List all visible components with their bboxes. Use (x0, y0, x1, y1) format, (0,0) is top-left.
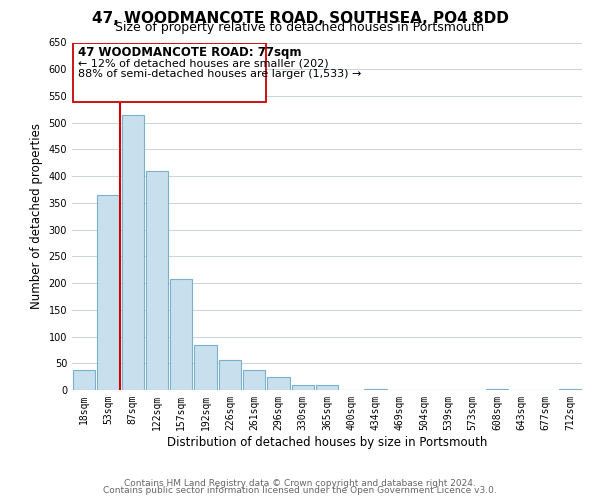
Bar (194, 345, 217, 390)
Bar (170, 280, 193, 390)
Text: 47 WOODMANCOTE ROAD: 77sqm: 47 WOODMANCOTE ROAD: 77sqm (78, 46, 302, 59)
Y-axis label: Number of detached properties: Number of detached properties (30, 123, 43, 309)
Bar (122, 114, 144, 390)
Bar (73, 370, 95, 390)
Bar (316, 384, 338, 390)
Bar (146, 171, 168, 390)
Bar (97, 195, 119, 390)
Text: Contains public sector information licensed under the Open Government Licence v3: Contains public sector information licen… (103, 486, 497, 495)
Bar (218, 360, 241, 390)
Bar (243, 370, 265, 390)
Text: 88% of semi-detached houses are larger (1,533) →: 88% of semi-detached houses are larger (… (78, 69, 361, 79)
Bar (267, 377, 290, 390)
FancyBboxPatch shape (73, 42, 266, 102)
Text: ← 12% of detached houses are smaller (202): ← 12% of detached houses are smaller (20… (78, 58, 329, 68)
Bar (292, 384, 314, 390)
Text: 47, WOODMANCOTE ROAD, SOUTHSEA, PO4 8DD: 47, WOODMANCOTE ROAD, SOUTHSEA, PO4 8DD (92, 11, 508, 26)
X-axis label: Distribution of detached houses by size in Portsmouth: Distribution of detached houses by size … (167, 436, 487, 448)
Text: Contains HM Land Registry data © Crown copyright and database right 2024.: Contains HM Land Registry data © Crown c… (124, 478, 476, 488)
Text: Size of property relative to detached houses in Portsmouth: Size of property relative to detached ho… (115, 22, 485, 35)
